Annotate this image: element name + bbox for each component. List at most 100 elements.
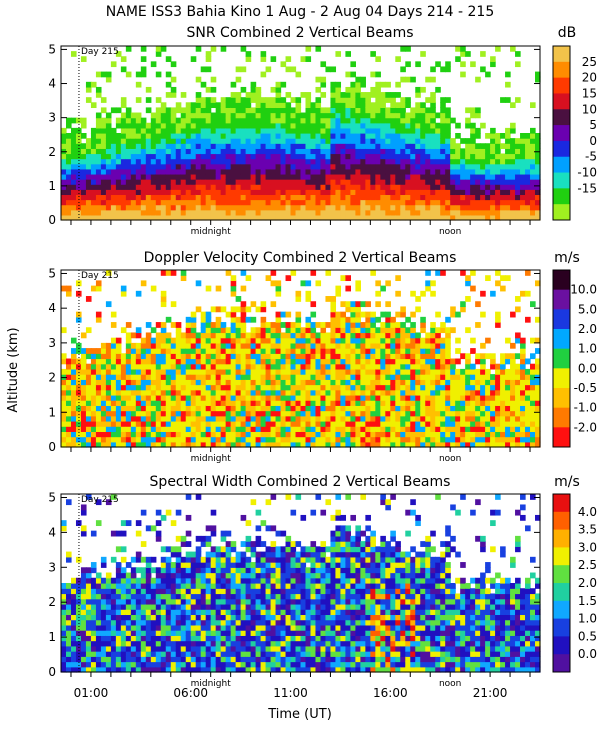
heatmap-cell xyxy=(350,379,356,386)
heatmap-cell xyxy=(305,46,312,52)
heatmap-cell xyxy=(300,163,307,170)
heatmap-cell xyxy=(120,143,127,149)
heatmap-cell xyxy=(510,405,516,412)
heatmap-cell xyxy=(205,342,212,349)
heatmap-cell xyxy=(380,332,386,339)
heatmap-cell xyxy=(530,214,536,221)
heatmap-cell xyxy=(530,384,536,391)
heatmap-cell xyxy=(175,384,182,391)
heatmap-cell xyxy=(115,572,122,579)
heatmap-cell xyxy=(350,112,356,119)
heatmap-cell xyxy=(250,92,257,98)
heatmap-cell xyxy=(520,337,526,344)
heatmap-cell xyxy=(305,420,312,427)
heatmap-cell xyxy=(240,97,247,103)
heatmap-cell xyxy=(375,199,381,206)
heatmap-cell xyxy=(240,400,247,406)
heatmap-cell xyxy=(410,199,416,206)
heatmap-cell xyxy=(125,651,132,657)
heatmap-cell xyxy=(65,368,72,375)
heatmap-cell xyxy=(350,153,356,160)
heatmap-cell xyxy=(420,102,426,109)
heatmap-cell xyxy=(215,148,222,155)
heatmap-cell xyxy=(125,107,132,114)
heatmap-cell xyxy=(275,189,282,196)
heatmap-cell xyxy=(95,499,102,506)
heatmap-cell xyxy=(440,270,446,276)
heatmap-cell xyxy=(430,410,436,417)
heatmap-cell xyxy=(195,337,202,344)
heatmap-cell xyxy=(105,405,112,412)
heatmap-cell xyxy=(105,127,112,134)
heatmap-cell xyxy=(80,209,87,216)
heatmap-cell xyxy=(340,431,347,438)
heatmap-cell xyxy=(325,163,332,170)
heatmap-cell xyxy=(240,306,247,313)
heatmap-cell xyxy=(345,410,351,417)
heatmap-cell xyxy=(235,394,242,401)
heatmap-cell xyxy=(220,194,227,201)
heatmap-cell xyxy=(305,168,312,175)
heatmap-cell xyxy=(320,168,327,175)
heatmap-cell xyxy=(505,410,511,417)
heatmap-cell xyxy=(90,405,97,412)
heatmap-cell xyxy=(205,112,212,119)
heatmap-cell xyxy=(505,189,511,196)
heatmap-cell xyxy=(270,301,277,308)
heatmap-cell xyxy=(110,204,117,211)
heatmap-cell xyxy=(505,400,511,406)
heatmap-cell xyxy=(230,368,237,375)
heatmap-cell xyxy=(410,194,416,201)
heatmap-cell xyxy=(315,342,322,349)
heatmap-cell xyxy=(200,112,207,119)
heatmap-cell xyxy=(375,168,381,175)
heatmap-cell xyxy=(195,400,202,406)
heatmap-cell xyxy=(270,117,277,124)
heatmap-cell xyxy=(425,153,431,160)
heatmap-cell xyxy=(205,86,212,93)
day-marker-label: Day 215 xyxy=(81,271,119,281)
heatmap-cell xyxy=(335,415,342,422)
heatmap-cell xyxy=(105,173,112,180)
heatmap-cell xyxy=(440,415,446,422)
heatmap-cell xyxy=(445,389,451,396)
heatmap-cell xyxy=(185,214,192,221)
heatmap-cell xyxy=(355,306,361,313)
y-tick-label: 2 xyxy=(48,371,56,385)
heatmap-cell xyxy=(230,143,237,149)
heatmap-cell xyxy=(310,405,317,412)
heatmap-cell xyxy=(180,348,187,354)
heatmap-cell xyxy=(155,337,162,344)
heatmap-cell xyxy=(340,342,347,349)
heatmap-cell xyxy=(110,530,117,537)
heatmap-cell xyxy=(285,138,292,144)
heatmap-cell xyxy=(470,158,476,165)
heatmap-cell xyxy=(300,168,307,175)
heatmap-cell xyxy=(485,405,491,412)
heatmap-cell xyxy=(495,143,501,149)
heatmap-cell xyxy=(520,214,526,221)
heatmap-cell xyxy=(250,301,257,308)
heatmap-cell xyxy=(370,117,376,124)
heatmap-cell xyxy=(345,322,351,328)
heatmap-cell xyxy=(325,431,332,438)
heatmap-cell xyxy=(330,311,337,318)
heatmap-cell xyxy=(220,143,227,149)
heatmap-cell xyxy=(390,374,396,380)
heatmap-cell xyxy=(360,173,366,180)
heatmap-cell xyxy=(205,158,212,165)
heatmap-cell xyxy=(85,645,92,652)
heatmap-cell xyxy=(195,92,202,98)
heatmap-cell xyxy=(225,342,232,349)
heatmap-cell xyxy=(125,661,132,668)
heatmap-cell xyxy=(365,363,371,370)
heatmap-cell xyxy=(480,420,486,427)
heatmap-cell xyxy=(320,431,327,438)
heatmap-cell xyxy=(395,143,401,149)
heatmap-cell xyxy=(61,127,67,134)
heatmap-cell xyxy=(495,431,501,438)
heatmap-cell xyxy=(70,410,77,417)
heatmap-cell xyxy=(165,353,172,360)
heatmap-cell xyxy=(315,358,322,365)
heatmap-cell xyxy=(260,358,267,365)
